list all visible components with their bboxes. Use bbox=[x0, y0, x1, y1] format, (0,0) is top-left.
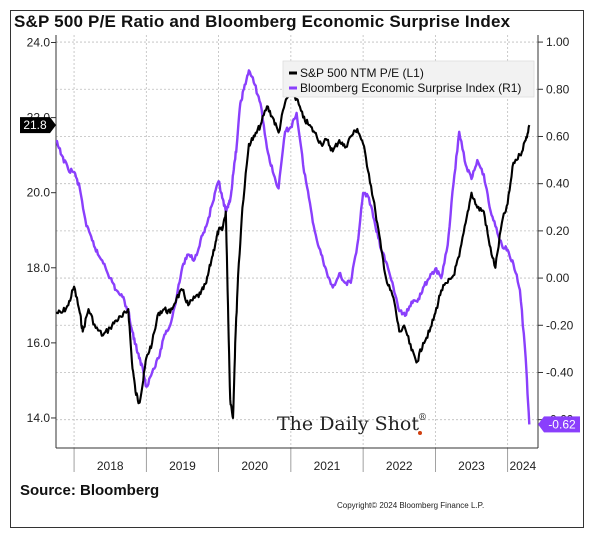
tick-label-x: 2022 bbox=[386, 459, 413, 473]
tick-label-right: -0.40 bbox=[546, 365, 574, 379]
tick-label-right: 1.00 bbox=[546, 35, 570, 49]
legend-label-surprise: Bloomberg Economic Surprise Index (R1) bbox=[300, 81, 521, 95]
watermark: The Daily Shot ® bbox=[277, 413, 427, 435]
series-lines bbox=[55, 69, 531, 425]
source-note: Source: Bloomberg bbox=[20, 482, 160, 499]
legend-box bbox=[282, 60, 535, 98]
tick-label-x: 2019 bbox=[169, 459, 196, 473]
tick-label-right: 0.40 bbox=[546, 177, 570, 191]
copyright-note: Copyright© 2024 Bloomberg Finance L.P. bbox=[337, 501, 485, 510]
tick-label-left: 20.0 bbox=[27, 186, 51, 200]
watermark-text: The Daily Shot bbox=[277, 413, 419, 435]
tick-label-left: 18.0 bbox=[27, 261, 51, 275]
legend-label-pe: S&P 500 NTM P/E (L1) bbox=[300, 66, 424, 80]
tick-label-x: 2020 bbox=[241, 459, 268, 473]
tick-label-left: 14.0 bbox=[27, 411, 51, 425]
last-value-left-arrow bbox=[50, 117, 56, 134]
legend: S&P 500 NTM P/E (L1)Bloomberg Economic S… bbox=[282, 60, 535, 98]
series-line-surprise bbox=[55, 69, 531, 425]
tick-label-x: 2024 bbox=[509, 459, 536, 473]
tick-label-right: 0.60 bbox=[546, 129, 570, 143]
last-value-left: 21.8 bbox=[23, 118, 47, 132]
last-value-right: -0.62 bbox=[548, 417, 576, 431]
tick-label-x: 2023 bbox=[458, 459, 485, 473]
tick-label-right: -0.20 bbox=[546, 318, 574, 332]
tick-label-x: 2021 bbox=[314, 459, 341, 473]
last-value-right-arrow bbox=[538, 416, 544, 433]
tick-label-left: 16.0 bbox=[27, 336, 51, 350]
last-value-left-bg bbox=[20, 117, 50, 134]
tick-label-left: 24.0 bbox=[27, 36, 51, 50]
watermark-dot bbox=[418, 431, 422, 435]
tick-label-right: 0.20 bbox=[546, 224, 570, 238]
watermark-registered-mark: ® bbox=[418, 413, 427, 423]
last-value-right-bg bbox=[544, 416, 580, 433]
chart-title: S&P 500 P/E Ratio and Bloomberg Economic… bbox=[14, 12, 511, 31]
tick-label-x: 2018 bbox=[97, 459, 124, 473]
tick-label-right: 0.80 bbox=[546, 82, 570, 96]
axes bbox=[51, 35, 543, 472]
series-line-pe bbox=[55, 88, 531, 420]
grid-lines bbox=[56, 35, 538, 448]
tick-label-right: 0.00 bbox=[546, 271, 570, 285]
tick-labels: 1.000.800.600.400.200.00-0.20-0.40-0.602… bbox=[20, 35, 580, 473]
